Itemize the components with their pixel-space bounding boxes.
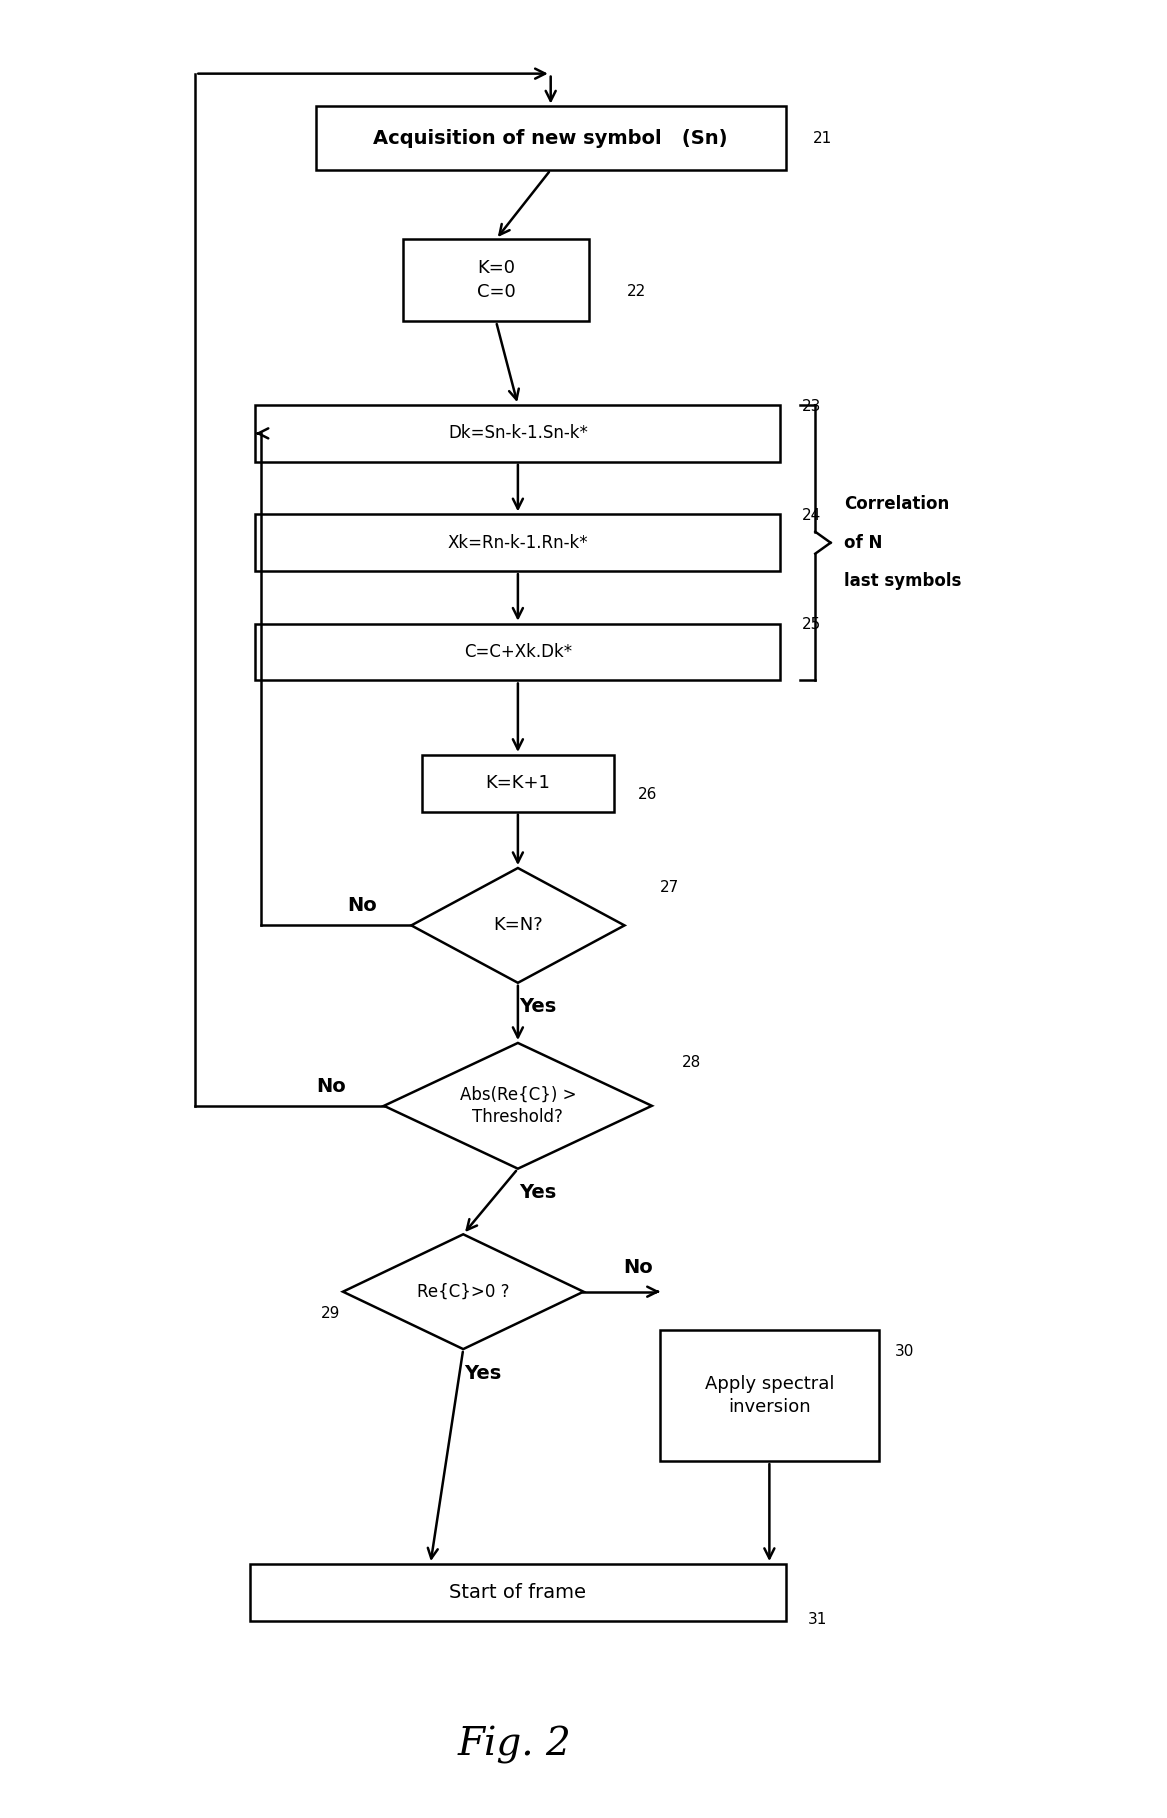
Text: Yes: Yes xyxy=(519,998,557,1016)
Text: 25: 25 xyxy=(802,618,822,633)
Text: 21: 21 xyxy=(813,131,832,145)
Text: last symbols: last symbols xyxy=(844,573,962,591)
Text: of N: of N xyxy=(844,534,882,551)
Text: No: No xyxy=(623,1258,654,1276)
Bar xyxy=(256,624,781,680)
Bar xyxy=(403,240,589,322)
Text: 30: 30 xyxy=(895,1344,915,1360)
Text: Yes: Yes xyxy=(464,1364,502,1383)
Text: No: No xyxy=(348,896,377,914)
Bar xyxy=(661,1331,879,1462)
Text: 23: 23 xyxy=(802,398,822,413)
Text: C=C+Xk.Dk*: C=C+Xk.Dk* xyxy=(463,644,572,662)
Text: 31: 31 xyxy=(808,1613,827,1627)
Text: K=0
C=0: K=0 C=0 xyxy=(476,260,516,302)
Bar xyxy=(422,754,614,811)
Bar xyxy=(256,405,781,462)
Polygon shape xyxy=(343,1234,584,1349)
Text: Re{C}>0 ?: Re{C}>0 ? xyxy=(417,1284,510,1300)
Text: K=K+1: K=K+1 xyxy=(485,774,551,793)
Text: 22: 22 xyxy=(627,284,647,298)
Text: Acquisition of new symbol   (Sn): Acquisition of new symbol (Sn) xyxy=(373,129,728,147)
Bar xyxy=(256,514,781,571)
Text: 29: 29 xyxy=(321,1305,341,1322)
Text: Start of frame: Start of frame xyxy=(449,1583,586,1602)
Text: Correlation: Correlation xyxy=(844,496,949,513)
Bar xyxy=(250,1563,785,1622)
Text: 24: 24 xyxy=(802,507,822,524)
Text: Abs(Re{C}) >
Threshold?: Abs(Re{C}) > Threshold? xyxy=(460,1085,576,1125)
Text: 27: 27 xyxy=(661,880,679,894)
Text: 26: 26 xyxy=(638,787,657,802)
Text: Xk=Rn-k-1.Rn-k*: Xk=Rn-k-1.Rn-k* xyxy=(448,534,588,551)
Text: Dk=Sn-k-1.Sn-k*: Dk=Sn-k-1.Sn-k* xyxy=(448,424,588,442)
Polygon shape xyxy=(411,867,624,984)
Text: Apply spectral
inversion: Apply spectral inversion xyxy=(705,1374,834,1416)
Text: Yes: Yes xyxy=(519,1184,557,1202)
Text: K=N?: K=N? xyxy=(492,916,543,934)
Text: No: No xyxy=(316,1076,347,1096)
Text: 28: 28 xyxy=(682,1054,701,1069)
Text: Fig. 2: Fig. 2 xyxy=(457,1727,572,1765)
Polygon shape xyxy=(384,1044,652,1169)
Bar xyxy=(315,107,785,169)
